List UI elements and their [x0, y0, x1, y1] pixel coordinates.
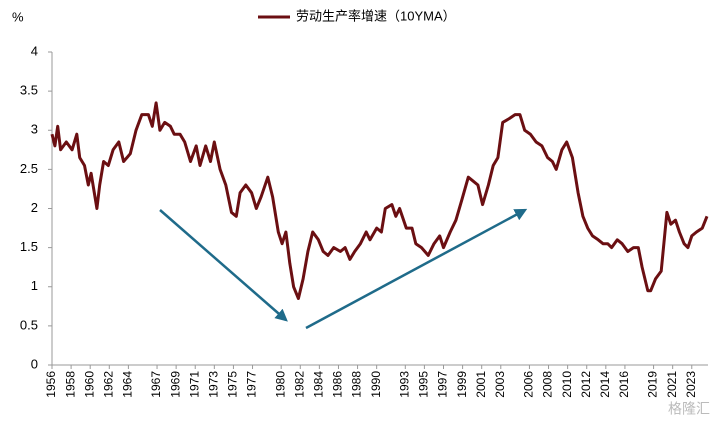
x-tick-label: 2019	[646, 371, 660, 398]
y-tick-label: 3.5	[20, 83, 38, 98]
y-tick-label: 2.5	[20, 161, 38, 176]
x-tick-label: 2008	[541, 371, 555, 398]
line-series	[50, 101, 709, 300]
x-tick-label: 1993	[397, 371, 411, 398]
x-tick-label: 1964	[121, 371, 135, 398]
x-tick-label: 2012	[579, 371, 593, 398]
x-tick-label: 1990	[369, 371, 383, 398]
x-tick-label: 1986	[331, 371, 345, 398]
x-tick-label: 1956	[44, 371, 58, 398]
legend-label: 劳动生产率增速（10YMA）	[296, 8, 456, 23]
x-tick-label: 1980	[273, 371, 287, 398]
x-tick-label: 1995	[417, 371, 431, 398]
x-tick-label: 2023	[684, 371, 698, 398]
x-tick-label: 2006	[522, 371, 536, 398]
y-tick-label: 0.5	[20, 317, 38, 332]
x-tick-label: 2016	[617, 371, 631, 398]
arrow	[159, 209, 288, 322]
x-tick-label: 1958	[63, 371, 77, 398]
x-tick-label: 1971	[187, 371, 201, 398]
x-tick-label: 1967	[149, 371, 163, 398]
x-tick-label: 1969	[168, 371, 182, 398]
x-tick-label: 1960	[82, 371, 96, 398]
x-tick-label: 1973	[207, 371, 221, 398]
x-tick-label: 2010	[560, 371, 574, 398]
x-tick-label: 2021	[665, 371, 679, 398]
y-tick-label: 0	[31, 356, 38, 371]
y-tick-label: 1	[31, 278, 38, 293]
x-tick-label: 1999	[455, 371, 469, 398]
arrow	[305, 208, 528, 330]
y-tick-label: 3	[31, 122, 38, 137]
y-tick-label: 4	[31, 43, 38, 58]
x-tick-label: 1984	[312, 371, 326, 398]
x-tick-label: 1997	[436, 371, 450, 398]
y-tick-label: 1.5	[20, 239, 38, 254]
x-tick-label: 1962	[101, 371, 115, 398]
y-tick-label: 2	[31, 200, 38, 215]
x-tick-label: 2014	[598, 371, 612, 398]
x-tick-label: 2001	[474, 371, 488, 398]
x-tick-label: 2003	[493, 371, 507, 398]
x-tick-label: 1975	[226, 371, 240, 398]
x-tick-label: 1977	[245, 371, 259, 398]
x-tick-label: 1988	[350, 371, 364, 398]
watermark: 格隆汇	[668, 401, 710, 417]
x-tick-label: 1982	[292, 371, 306, 398]
y-unit: %	[12, 9, 24, 24]
